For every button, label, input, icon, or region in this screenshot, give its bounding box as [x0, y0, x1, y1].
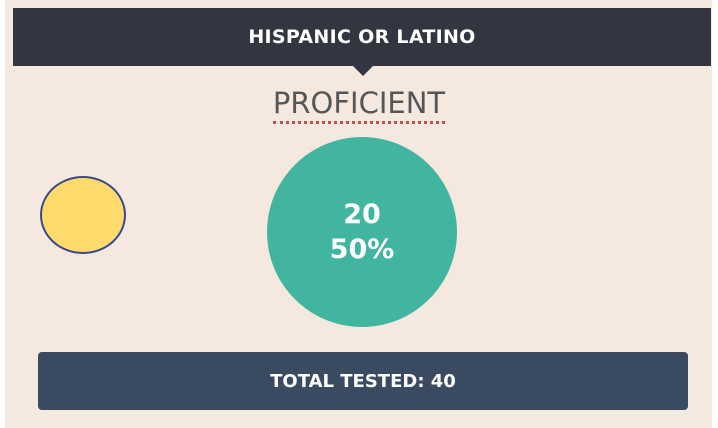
header-pointer	[353, 66, 373, 76]
status-circle: 20 50%	[267, 137, 457, 327]
status-label: PROFICIENT	[272, 86, 446, 124]
header: HISPANIC OR LATINO	[13, 8, 711, 66]
percent: 50%	[329, 234, 395, 265]
footer-bar: TOTAL TESTED: 40	[38, 352, 688, 410]
status-label-wrap: PROFICIENT	[0, 86, 718, 124]
yellow-marker	[40, 176, 126, 254]
total-tested: TOTAL TESTED: 40	[270, 370, 456, 392]
count: 20	[343, 199, 381, 230]
header-title: HISPANIC OR LATINO	[248, 26, 476, 48]
